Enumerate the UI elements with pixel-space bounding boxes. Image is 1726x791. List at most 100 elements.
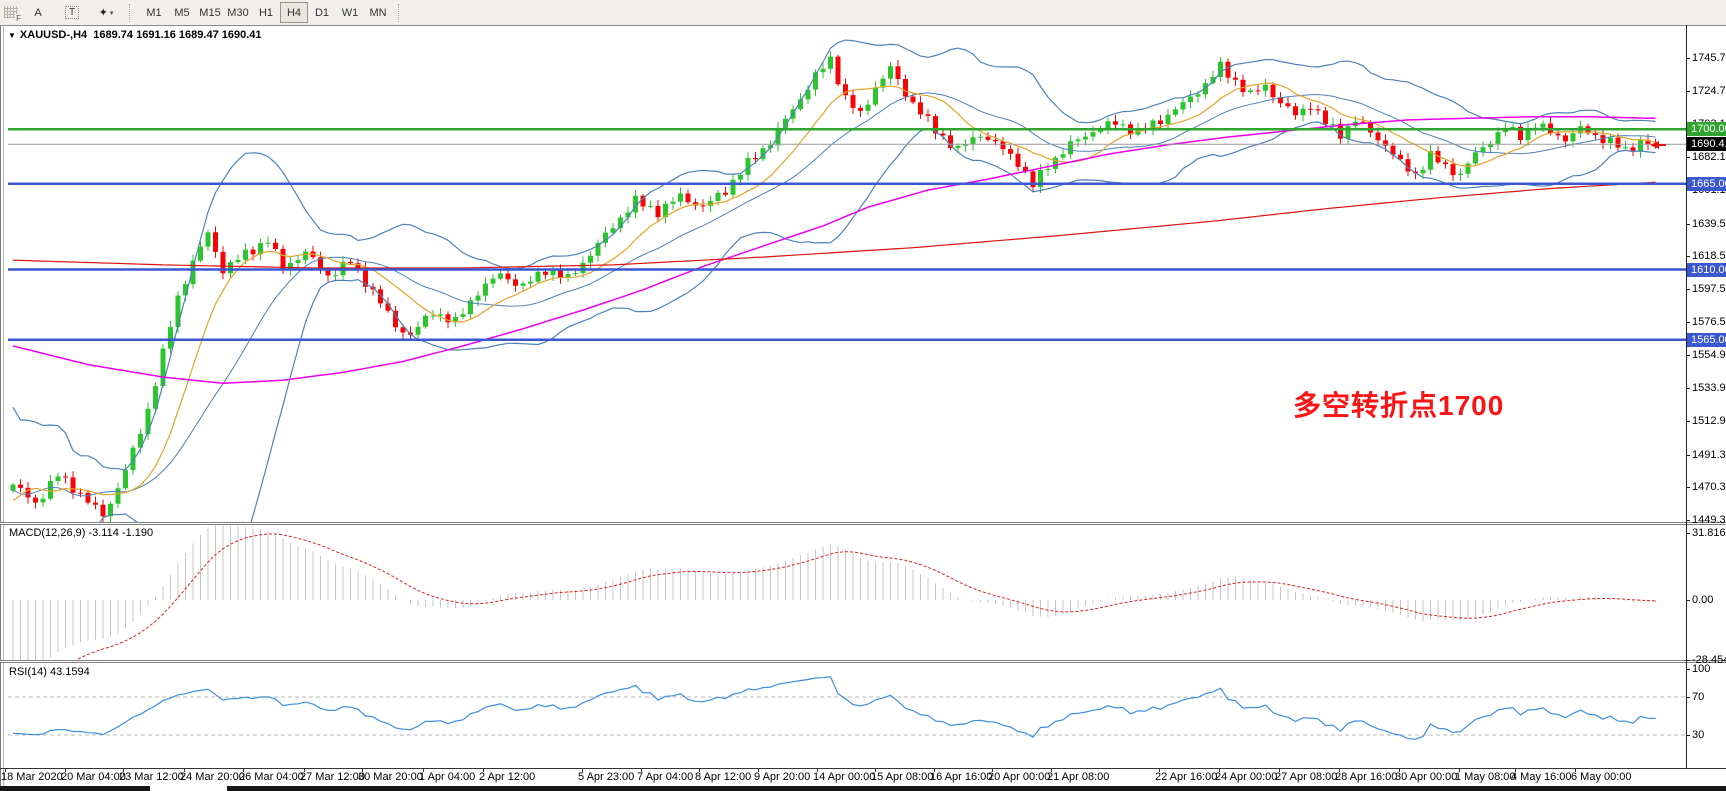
time-axis-tickmark (65, 768, 66, 772)
window-border-left (0, 25, 1, 786)
price-tick-label: 1449.30 (1692, 514, 1726, 526)
horizontal-scrollbar[interactable] (0, 786, 150, 791)
time-axis-label: 26 Mar 04:00 (239, 771, 304, 783)
time-axis-label: 16 Apr 16:00 (930, 771, 993, 783)
toolbar-drag-handle[interactable]: F (3, 4, 21, 23)
time-axis-tickmark (1515, 768, 1516, 772)
price-tick-label: 1597.50 (1692, 283, 1726, 295)
text-label-icon: T (64, 6, 80, 19)
level-price-label: 1565.00 (1687, 332, 1726, 347)
time-axis-label: 5 Apr 23:00 (578, 771, 635, 783)
price-tick-label: 1639.50 (1692, 217, 1726, 230)
text-label-tool-button[interactable]: T (56, 2, 88, 24)
toolbar-separator (129, 3, 136, 22)
time-axis-label: 27 Mar 12:00 (300, 771, 365, 783)
time-axis-tickmark (582, 768, 583, 772)
macd-tick-label: 0.00 (1692, 594, 1714, 606)
time-axis-label: 6 May 00:00 (1571, 771, 1632, 783)
price-axis-tickmark (1686, 289, 1690, 290)
time-axis-tickmark (758, 768, 759, 772)
arrows-icon: ✦ (98, 7, 108, 19)
window-border-left-inner (3, 25, 4, 786)
time-axis-tickmark (992, 768, 993, 772)
macd-axis-tickmark (1686, 533, 1690, 534)
time-axis-tickmark (123, 768, 124, 772)
time-axis-tickmark (699, 768, 700, 772)
rsi-axis-tickmark (1686, 735, 1690, 736)
time-axis-label: 7 Apr 04:00 (637, 771, 694, 783)
price-tick-label: 1576.50 (1692, 315, 1726, 328)
time-axis-label: 1 Apr 04:00 (419, 771, 476, 783)
panel-splitter[interactable] (0, 660, 1726, 663)
level-price-label: 1610.00 (1687, 262, 1726, 277)
price-axis-tickmark (1686, 157, 1690, 159)
timeframe-button-mn[interactable]: MN (369, 6, 387, 19)
timeframe-button-m1[interactable]: M1 (146, 6, 162, 19)
bollinger-lower-band (99, 121, 1656, 522)
time-axis-tickmark (483, 768, 484, 772)
rsi-panel[interactable] (0, 663, 1726, 768)
price-tick-label: 1724.70 (1692, 84, 1726, 97)
time-axis-tickmark (1219, 768, 1220, 772)
price-tick-label: 1682.10 (1692, 151, 1726, 164)
timeframe-button-w1[interactable]: W1 (341, 6, 359, 19)
time-axis-label: 30 Mar 20:00 (358, 771, 423, 783)
time-axis-tickmark (423, 768, 424, 772)
chart-title-quotes: 1689.74 1691.16 1689.47 1690.41 (93, 29, 262, 41)
panel-splitter[interactable] (0, 522, 1726, 525)
price-axis-tickmark (1686, 321, 1690, 323)
toolbar-separator (398, 3, 405, 22)
timeframe-button-d1[interactable]: D1 (314, 6, 330, 19)
time-axis-tickmark (5, 768, 6, 772)
bollinger-middle-band (12, 92, 1656, 497)
candle-wicks-up (12, 51, 1641, 522)
current-price-label: 1690.41 (1687, 137, 1726, 152)
rsi-axis-tickmark (1686, 697, 1690, 698)
macd-panel[interactable] (0, 525, 1726, 660)
macd-tick-label: -28.454 (1692, 653, 1726, 666)
main-chart-panel[interactable] (0, 25, 1726, 522)
rsi-tick-label: 30 (1692, 729, 1705, 741)
price-axis-tickmark (1686, 90, 1690, 92)
symbol-dropdown-icon[interactable]: ▼ (8, 31, 16, 40)
price-tick-label: 1618.50 (1692, 250, 1726, 263)
time-axis-label: 20 Apr 00:00 (988, 771, 1051, 783)
time-axis-label: 24 Mar 20:00 (180, 771, 245, 783)
time-axis-tickmark (304, 768, 305, 772)
timeframe-button-m30[interactable]: M30 (227, 6, 249, 19)
price-axis-tickmark (1686, 58, 1690, 59)
rsi-tick-label: 70 (1692, 691, 1705, 703)
timeframe-button-h4[interactable]: H4 (280, 2, 308, 23)
text-tool-icon: A (34, 6, 42, 19)
price-tick-label: 1491.30 (1692, 448, 1726, 461)
price-axis-tickmark (1686, 355, 1690, 357)
time-axis-label: 15 Apr 08:00 (871, 771, 934, 783)
arrows-tool-button[interactable]: ✦ ▾ (90, 2, 122, 24)
price-tick-label: 1554.90 (1692, 349, 1726, 362)
top-toolbar: F A T ✦ ▾ M1 M5 M15 M30 H1 H4 D1 W1 MN (0, 0, 1726, 26)
time-axis-tickmark (1279, 768, 1280, 772)
time-axis-tickmark (1339, 768, 1340, 772)
text-tool-button[interactable]: A (22, 2, 54, 24)
price-tick-label: 1745.70 (1692, 52, 1726, 64)
horizontal-scrollbar[interactable] (227, 786, 1726, 791)
macd-histogram (12, 525, 1656, 660)
price-axis-tickmark (1686, 487, 1690, 489)
time-axis-label: 18 Mar 2020 (1, 771, 63, 783)
price-axis-tickmark (1686, 454, 1690, 456)
macd-tick-label: 31.816 (1692, 527, 1726, 539)
time-axis-label: 14 Apr 00:00 (813, 771, 876, 783)
candle-wicks-down (20, 54, 1656, 522)
timeframe-button-m15[interactable]: M15 (199, 6, 221, 19)
long-ma-red-line (12, 181, 1656, 269)
timeframe-button-h1[interactable]: H1 (258, 6, 274, 19)
time-axis-label: 4 May 16:00 (1511, 771, 1572, 783)
time-axis-label: 9 Apr 20:00 (754, 771, 811, 783)
price-axis-tickmark (1686, 256, 1690, 258)
price-axis-tickmark (1686, 520, 1690, 521)
timeframe-button-m5[interactable]: M5 (174, 6, 190, 19)
time-axis-tickmark (934, 768, 935, 772)
price-axis-line (1686, 25, 1687, 768)
price-arrow-marker (1650, 141, 1659, 149)
